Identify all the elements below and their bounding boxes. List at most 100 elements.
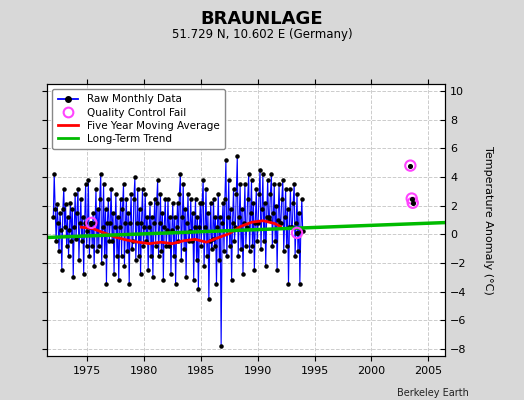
Point bbox=[92, 185, 100, 192]
Point bbox=[79, 214, 87, 220]
Point bbox=[274, 217, 282, 223]
Point bbox=[205, 296, 213, 302]
Point bbox=[292, 220, 300, 226]
Point bbox=[276, 220, 284, 226]
Point bbox=[170, 214, 179, 220]
Point bbox=[156, 220, 164, 226]
Point bbox=[125, 281, 134, 288]
Point bbox=[273, 267, 281, 273]
Point bbox=[66, 200, 74, 206]
Point bbox=[179, 181, 188, 188]
Point bbox=[106, 220, 114, 226]
Point bbox=[155, 252, 163, 259]
Point bbox=[200, 263, 208, 269]
Point bbox=[137, 220, 146, 226]
Point bbox=[297, 228, 305, 235]
Point bbox=[90, 263, 99, 269]
Point bbox=[245, 248, 254, 255]
Point bbox=[130, 174, 139, 180]
Point bbox=[141, 191, 149, 198]
Point bbox=[195, 224, 204, 230]
Point bbox=[157, 248, 166, 255]
Point bbox=[260, 200, 269, 206]
Point bbox=[233, 152, 242, 159]
Point bbox=[241, 181, 249, 188]
Point bbox=[95, 195, 104, 202]
Point bbox=[230, 238, 238, 245]
Point bbox=[116, 195, 125, 202]
Point bbox=[70, 224, 79, 230]
Point bbox=[280, 214, 289, 220]
Point bbox=[187, 195, 195, 202]
Point bbox=[172, 224, 181, 230]
Point bbox=[52, 238, 60, 245]
Point bbox=[293, 230, 301, 236]
Point bbox=[225, 177, 233, 183]
Point bbox=[60, 224, 69, 230]
Point bbox=[218, 220, 226, 226]
Point bbox=[239, 220, 248, 226]
Point bbox=[215, 257, 224, 263]
Point bbox=[294, 248, 302, 255]
Point bbox=[104, 195, 113, 202]
Point bbox=[194, 286, 203, 292]
Point bbox=[250, 267, 258, 273]
Point bbox=[134, 185, 142, 192]
Point bbox=[249, 200, 258, 206]
Point bbox=[243, 224, 251, 230]
Point bbox=[78, 238, 86, 245]
Point bbox=[149, 274, 157, 280]
Point bbox=[227, 277, 236, 283]
Point bbox=[247, 177, 256, 183]
Point bbox=[64, 252, 73, 259]
Point bbox=[77, 195, 85, 202]
Point bbox=[178, 214, 187, 220]
Point bbox=[100, 181, 108, 188]
Point bbox=[138, 185, 147, 192]
Point bbox=[287, 224, 296, 230]
Point bbox=[120, 263, 128, 269]
Point bbox=[114, 214, 122, 220]
Point bbox=[136, 271, 145, 278]
Point bbox=[159, 277, 168, 283]
Point bbox=[267, 171, 276, 177]
Point bbox=[235, 214, 244, 220]
Point bbox=[279, 248, 288, 255]
Point bbox=[254, 220, 263, 226]
Text: 51.729 N, 10.602 E (Germany): 51.729 N, 10.602 E (Germany) bbox=[172, 28, 352, 41]
Point bbox=[232, 191, 241, 198]
Point bbox=[293, 230, 301, 236]
Point bbox=[226, 205, 235, 212]
Point bbox=[112, 191, 120, 198]
Point bbox=[93, 248, 101, 255]
Point bbox=[56, 210, 64, 216]
Point bbox=[166, 214, 174, 220]
Point bbox=[289, 200, 297, 206]
Point bbox=[216, 214, 224, 220]
Point bbox=[271, 238, 279, 245]
Point bbox=[211, 214, 220, 220]
Point bbox=[206, 200, 215, 206]
Point bbox=[61, 201, 70, 208]
Point bbox=[278, 195, 286, 202]
Point bbox=[102, 281, 111, 288]
Point bbox=[281, 185, 290, 192]
Point bbox=[270, 181, 278, 188]
Point bbox=[57, 227, 65, 233]
Point bbox=[123, 248, 132, 255]
Point bbox=[68, 205, 77, 212]
Point bbox=[279, 177, 287, 183]
Point bbox=[87, 220, 95, 226]
Point bbox=[75, 257, 83, 263]
Point bbox=[208, 246, 216, 252]
Point bbox=[140, 224, 148, 230]
Point bbox=[239, 271, 247, 278]
Point bbox=[122, 195, 130, 202]
Point bbox=[66, 227, 74, 233]
Point bbox=[116, 224, 124, 230]
Point bbox=[163, 227, 171, 233]
Point bbox=[265, 217, 273, 223]
Point bbox=[220, 248, 228, 255]
Point bbox=[196, 200, 204, 206]
Point bbox=[245, 171, 253, 177]
